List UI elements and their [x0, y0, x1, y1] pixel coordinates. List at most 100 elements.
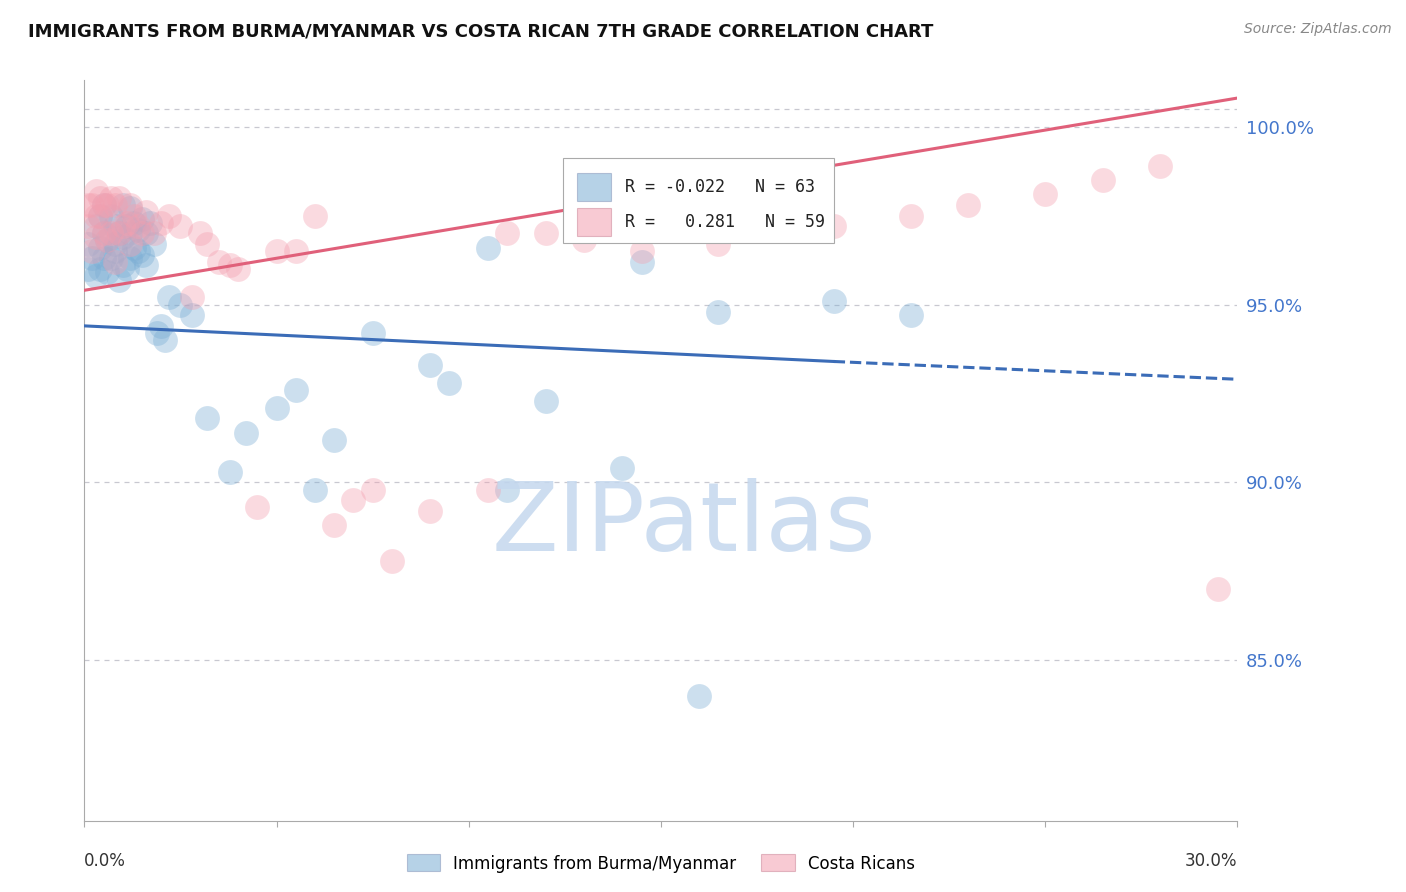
- Point: [135, 258, 157, 272]
- FancyBboxPatch shape: [562, 158, 834, 244]
- Point: [219, 258, 242, 272]
- Legend: Immigrants from Burma/Myanmar, Costa Ricans: Immigrants from Burma/Myanmar, Costa Ric…: [399, 847, 922, 880]
- Point: [181, 290, 204, 304]
- Point: [266, 401, 288, 415]
- Point: [496, 483, 519, 497]
- Point: [96, 265, 118, 279]
- Point: [93, 198, 115, 212]
- Point: [104, 237, 127, 252]
- Point: [93, 252, 115, 266]
- Point: [323, 518, 346, 533]
- Point: [419, 504, 441, 518]
- Point: [169, 219, 191, 234]
- Point: [77, 261, 100, 276]
- Point: [120, 237, 142, 252]
- Point: [361, 326, 384, 340]
- Point: [89, 191, 111, 205]
- Point: [630, 255, 652, 269]
- Text: IMMIGRANTS FROM BURMA/MYANMAR VS COSTA RICAN 7TH GRADE CORRELATION CHART: IMMIGRANTS FROM BURMA/MYANMAR VS COSTA R…: [28, 22, 934, 40]
- Point: [957, 198, 980, 212]
- Point: [124, 216, 146, 230]
- Point: [96, 198, 118, 212]
- Point: [104, 219, 127, 234]
- Point: [169, 297, 191, 311]
- Point: [111, 219, 134, 234]
- Point: [707, 237, 730, 252]
- Point: [157, 209, 180, 223]
- Point: [150, 318, 173, 333]
- Point: [84, 268, 107, 283]
- Point: [153, 333, 176, 347]
- Point: [188, 227, 211, 241]
- Point: [131, 212, 153, 227]
- Point: [439, 376, 461, 390]
- Point: [235, 425, 257, 440]
- Point: [115, 216, 138, 230]
- Point: [707, 304, 730, 318]
- Point: [1033, 187, 1056, 202]
- Point: [124, 209, 146, 223]
- Point: [181, 308, 204, 322]
- Point: [124, 241, 146, 255]
- Point: [84, 184, 107, 198]
- Point: [208, 255, 231, 269]
- Point: [111, 258, 134, 272]
- Text: R =   0.281   N = 59: R = 0.281 N = 59: [626, 212, 825, 231]
- Point: [80, 198, 103, 212]
- Point: [284, 383, 307, 397]
- Point: [688, 689, 710, 703]
- Point: [150, 216, 173, 230]
- Point: [120, 252, 142, 266]
- Text: 30.0%: 30.0%: [1185, 852, 1237, 870]
- Point: [93, 227, 115, 241]
- Point: [1206, 582, 1229, 597]
- Point: [266, 244, 288, 259]
- Point: [127, 223, 149, 237]
- Text: 0.0%: 0.0%: [84, 852, 127, 870]
- Point: [84, 230, 107, 244]
- Point: [142, 227, 165, 241]
- Point: [534, 227, 557, 241]
- Point: [131, 248, 153, 262]
- Point: [323, 433, 346, 447]
- Point: [342, 493, 364, 508]
- Point: [135, 205, 157, 219]
- Point: [108, 227, 131, 241]
- Point: [104, 255, 127, 269]
- Point: [900, 308, 922, 322]
- Point: [477, 483, 499, 497]
- Point: [419, 358, 441, 372]
- Point: [100, 209, 122, 223]
- Point: [304, 483, 326, 497]
- Text: R = -0.022   N = 63: R = -0.022 N = 63: [626, 178, 815, 196]
- Point: [246, 500, 269, 515]
- FancyBboxPatch shape: [576, 173, 612, 201]
- Point: [195, 411, 218, 425]
- Point: [89, 241, 111, 255]
- Point: [1091, 173, 1114, 187]
- Point: [823, 219, 845, 234]
- Point: [534, 393, 557, 408]
- Point: [1149, 159, 1171, 173]
- Point: [84, 209, 107, 223]
- Text: ZIPatlas: ZIPatlas: [492, 478, 876, 571]
- Point: [135, 227, 157, 241]
- Point: [142, 237, 165, 252]
- Point: [304, 209, 326, 223]
- Point: [89, 209, 111, 223]
- Point: [80, 252, 103, 266]
- Point: [108, 191, 131, 205]
- Point: [115, 219, 138, 234]
- FancyBboxPatch shape: [576, 208, 612, 235]
- Point: [77, 198, 100, 212]
- Point: [226, 261, 249, 276]
- Point: [120, 202, 142, 216]
- Point: [100, 227, 122, 241]
- Point: [93, 198, 115, 212]
- Point: [120, 227, 142, 241]
- Point: [120, 198, 142, 212]
- Point: [900, 209, 922, 223]
- Text: Source: ZipAtlas.com: Source: ZipAtlas.com: [1244, 22, 1392, 37]
- Point: [115, 261, 138, 276]
- Point: [219, 465, 242, 479]
